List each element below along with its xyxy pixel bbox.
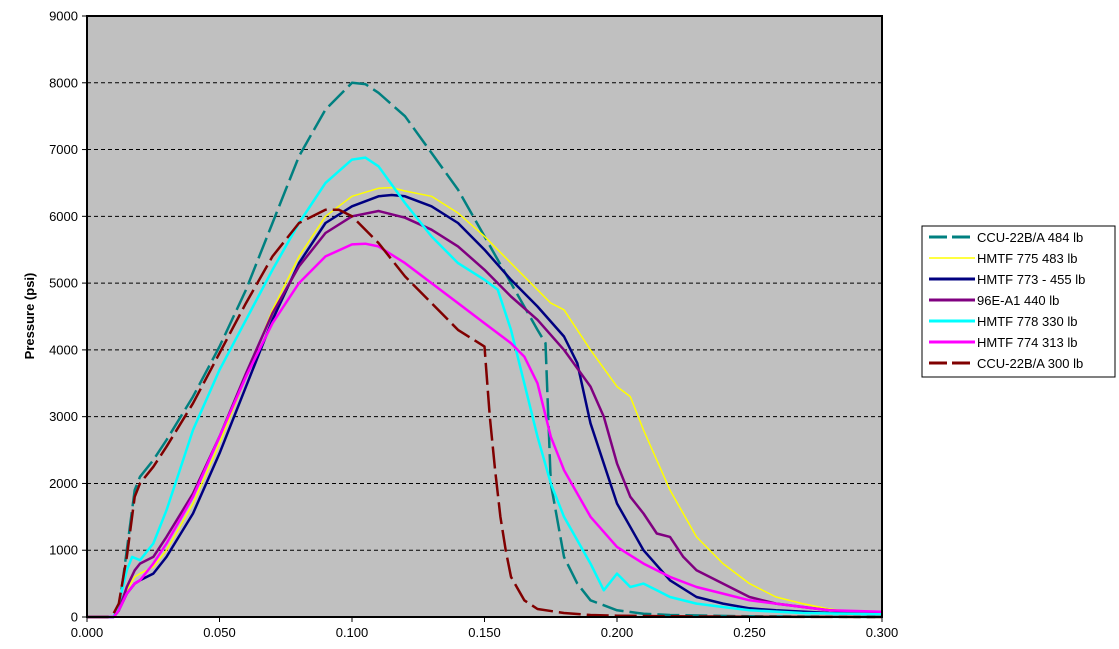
- x-tick-label: 0.200: [601, 625, 634, 640]
- series-lines: [87, 81, 883, 619]
- legend-label: CCU-22B/A 484 lb: [977, 230, 1083, 245]
- x-tick-label: 0.250: [733, 625, 766, 640]
- series-line-1: [87, 186, 883, 618]
- x-tick-label: 0.150: [468, 625, 501, 640]
- series-line-0: [87, 81, 883, 619]
- y-tick-label: 1000: [49, 543, 78, 558]
- legend-label: HMTF 775 483 lb: [977, 251, 1077, 266]
- series-line-5: [87, 242, 883, 619]
- plot-area: [87, 16, 882, 617]
- y-tick-label: 2000: [49, 476, 78, 491]
- y-axis-title: Pressure (psi): [22, 273, 37, 360]
- x-axis: 0.000 0.050 0.100 0.150 0.200 0.250 0.300: [71, 617, 899, 640]
- x-tick-label: 0.100: [336, 625, 369, 640]
- x-tick-label: 0.050: [203, 625, 236, 640]
- series-line-2: [87, 193, 883, 619]
- y-tick-label: 9000: [49, 9, 78, 24]
- y-axis: 0 1000 2000 3000 4000 5000 6000 7000 8000 9000: [49, 9, 87, 625]
- series-line-4: [87, 156, 883, 619]
- legend-label: HMTF 773 - 455 lb: [977, 272, 1085, 287]
- legend-label: CCU-22B/A 300 lb: [977, 356, 1083, 371]
- y-tick-label: 5000: [49, 276, 78, 291]
- legend-label: HMTF 778 330 lb: [977, 314, 1077, 329]
- y-tick-label: 3000: [49, 409, 78, 424]
- x-tick-label: 0.000: [71, 625, 104, 640]
- y-tick-label: 6000: [49, 209, 78, 224]
- y-tick-label: 7000: [49, 142, 78, 157]
- y-tick-label: 4000: [49, 342, 78, 357]
- legend-label: HMTF 774 313 lb: [977, 335, 1077, 350]
- y-tick-label: 0: [71, 610, 78, 625]
- series-line-3: [87, 209, 883, 619]
- series-line-6: [87, 208, 883, 619]
- x-tick-label: 0.300: [866, 625, 899, 640]
- legend-label: 96E-A1 440 lb: [977, 293, 1059, 308]
- y-tick-label: 8000: [49, 75, 78, 90]
- legend: CCU-22B/A 484 lb HMTF 775 483 lb HMTF 773 …: [921, 225, 1116, 378]
